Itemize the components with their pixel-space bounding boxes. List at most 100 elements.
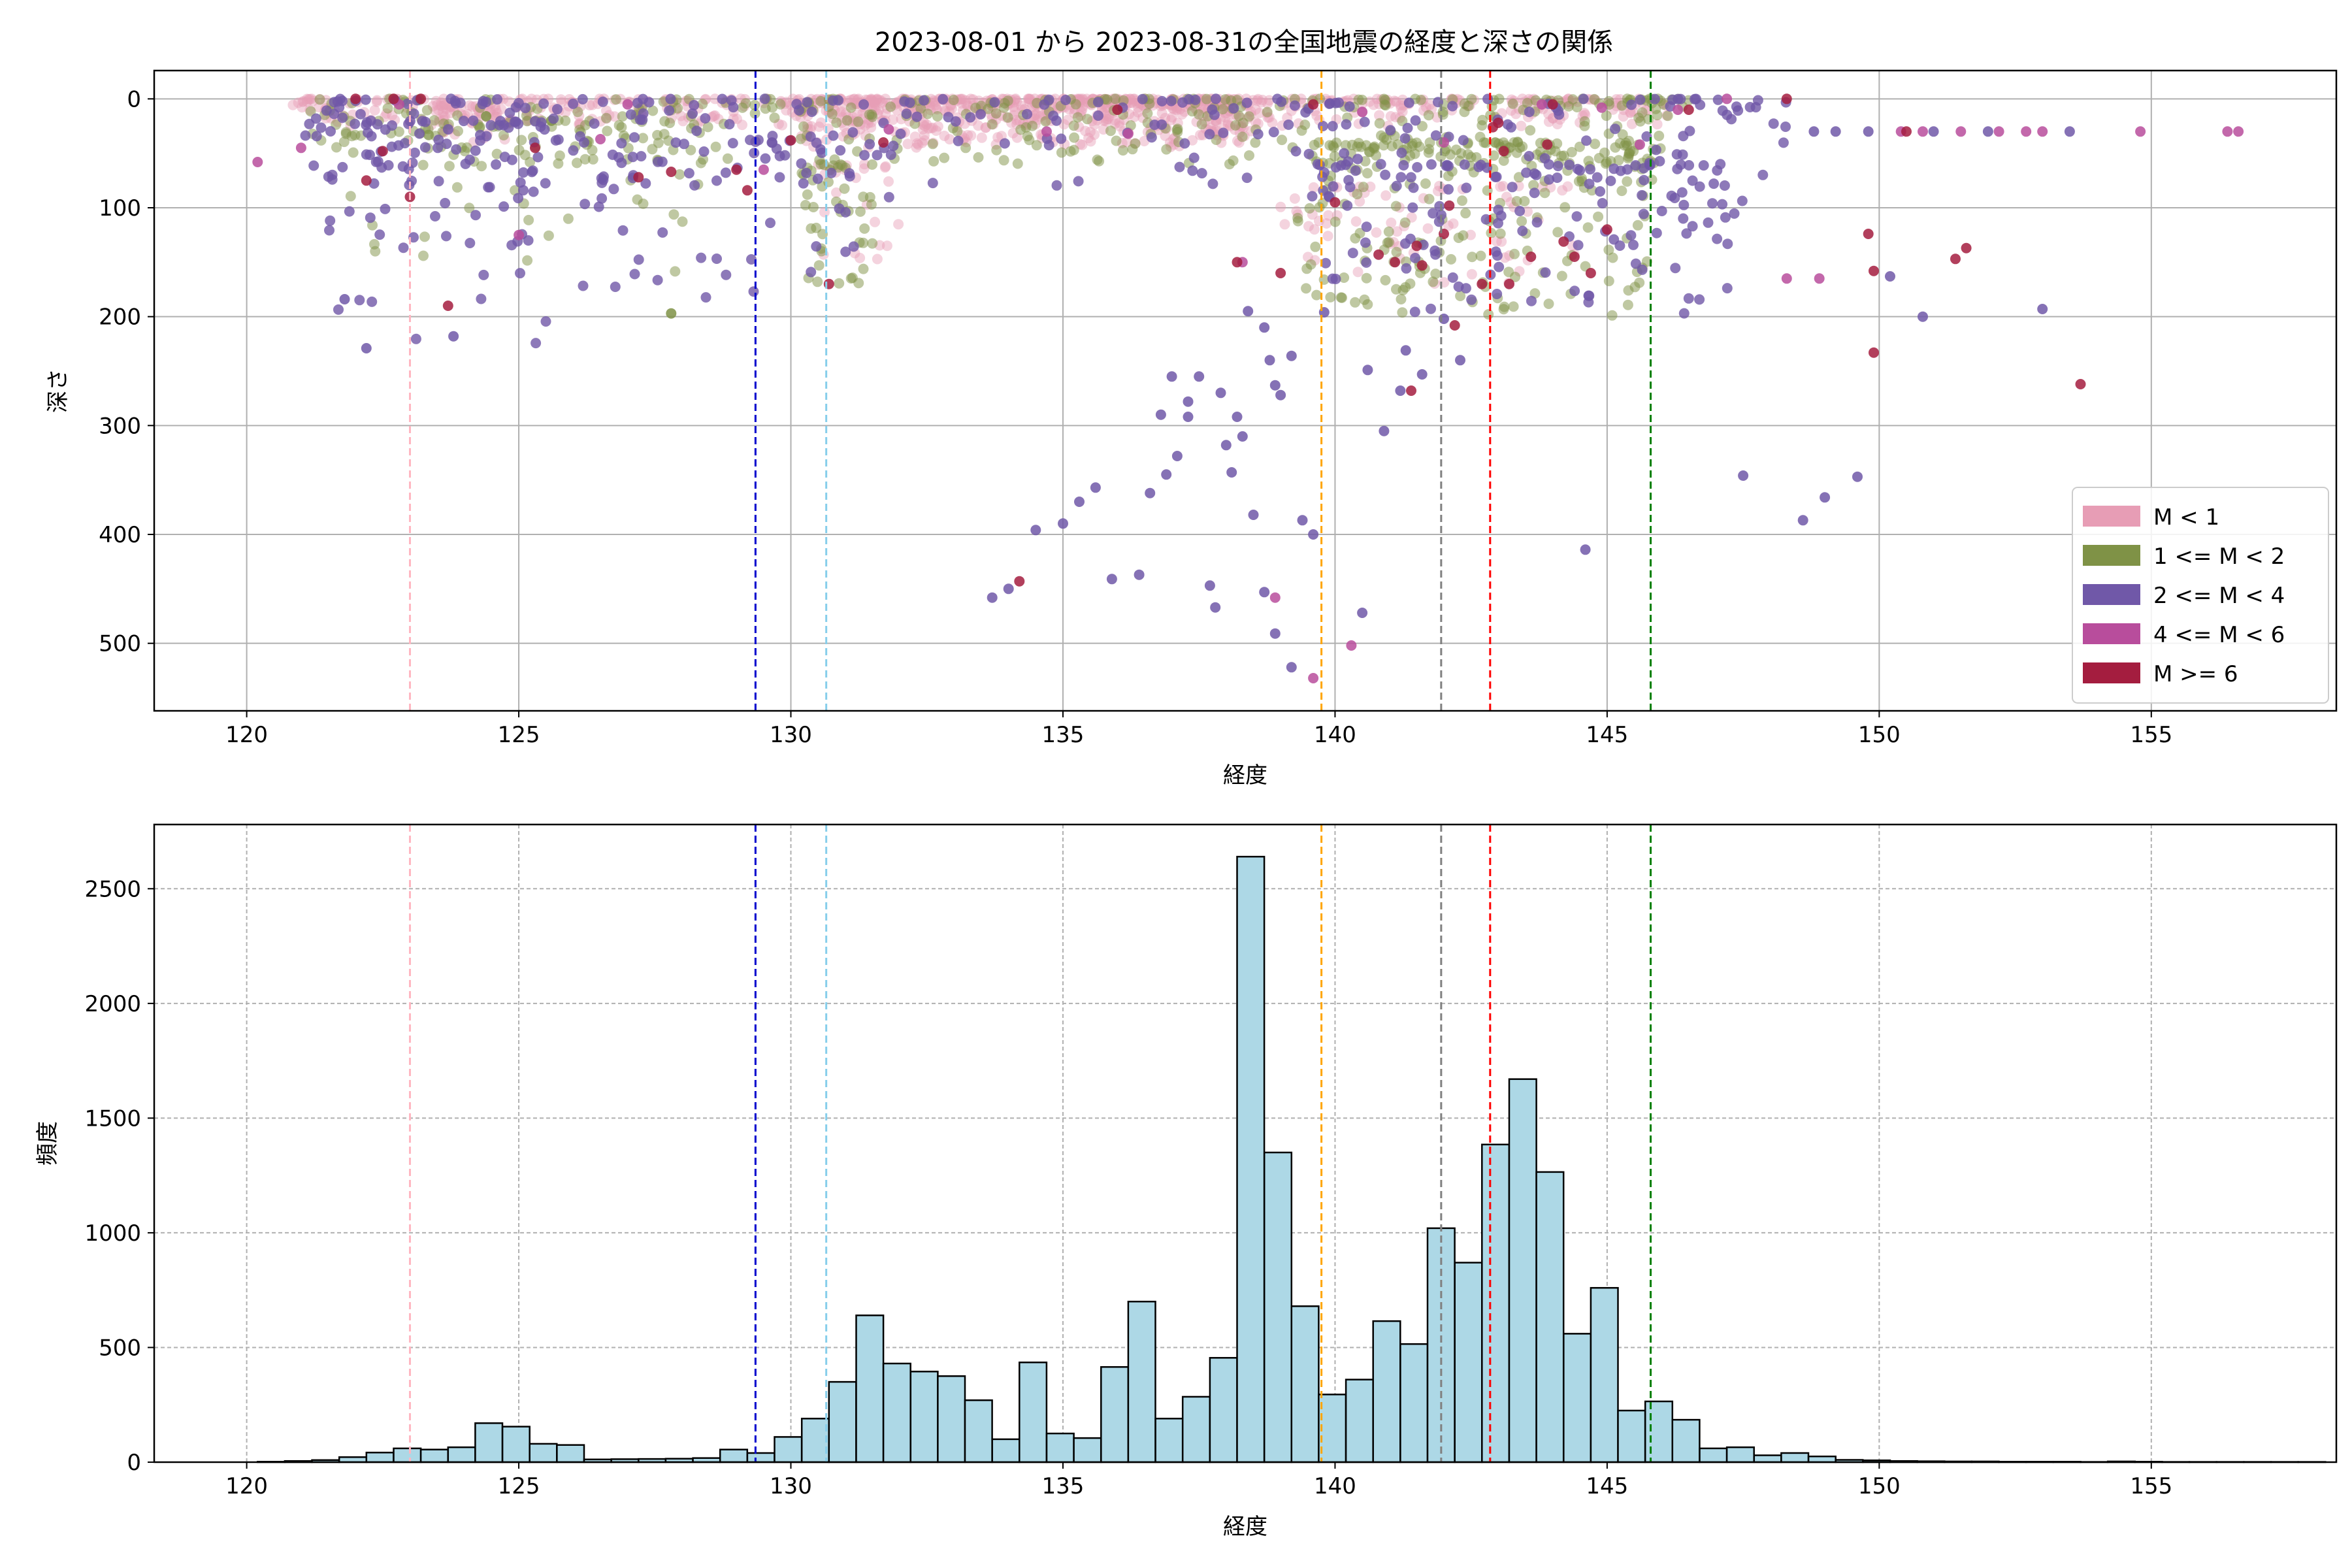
histogram-bar (1807, 1455, 1837, 1463)
scatter-point (467, 101, 478, 112)
scatter-point (398, 242, 409, 253)
scatter-point (1424, 193, 1435, 204)
scatter-point (1405, 233, 1416, 244)
scatter-point (1207, 178, 1218, 189)
scatter-point (1391, 284, 1401, 295)
scatter-point (1145, 487, 1156, 498)
scatter-point (749, 148, 760, 159)
scatter-point (1011, 95, 1022, 106)
scatter-point (491, 108, 502, 118)
scatter-point (973, 120, 984, 131)
scatter-point (1177, 109, 1188, 120)
scatter-point (498, 201, 510, 212)
scatter-point (798, 178, 809, 189)
scatter-point (1863, 229, 1874, 239)
scatter-point (864, 191, 875, 203)
scatter-point (1465, 152, 1477, 163)
scatter-point (1101, 110, 1111, 121)
scatter-point (666, 167, 677, 177)
legend-swatch (2083, 584, 2140, 605)
scatter-point (2233, 126, 2244, 137)
scatter-point (1522, 206, 1533, 217)
scatter-point (1297, 515, 1308, 526)
scatter-point (677, 216, 688, 227)
scatter-point (1194, 109, 1204, 120)
scatter-point (1426, 159, 1437, 170)
scatter-point (1678, 213, 1689, 224)
scatter-point (311, 131, 322, 142)
scatter-point (458, 116, 469, 127)
scatter-point (1331, 137, 1342, 148)
scatter-point (1552, 227, 1563, 238)
scatter-point (1525, 125, 1536, 136)
scatter-point (1111, 135, 1122, 146)
scatter-point (523, 214, 534, 225)
scatter-point (532, 152, 544, 163)
scatter-point (1060, 95, 1071, 105)
scatter-point (1201, 93, 1212, 105)
scatter-point (1507, 182, 1518, 193)
scatter-point (1603, 276, 1614, 287)
scatter-point (1330, 216, 1341, 227)
scatter-point (1712, 233, 1723, 244)
scatter-point (888, 140, 899, 152)
scatter-point (960, 95, 971, 106)
scatter-point (932, 111, 943, 122)
scatter-point (1166, 112, 1177, 123)
y-tick-label: 500 (99, 1335, 141, 1361)
scatter-point (1002, 95, 1013, 106)
scatter-point (919, 130, 930, 141)
y-tick-label: 200 (99, 304, 141, 331)
scatter-point (417, 159, 429, 171)
scatter-point (1264, 95, 1275, 106)
histogram-bar (365, 1452, 395, 1463)
scatter-plot: 120 125 130 135 140 145 150 155 0 100 200 300 400 500… (45, 69, 2338, 789)
scatter-point (595, 134, 606, 144)
scatter-point (363, 127, 373, 138)
scatter-point (1601, 224, 1612, 235)
scatter-point (609, 111, 620, 122)
x-tick-label: 145 (1586, 722, 1628, 748)
scatter-point (1074, 497, 1085, 507)
scatter-point (1420, 178, 1431, 189)
scatter-point (1362, 365, 1373, 376)
scatter-point (928, 155, 939, 167)
legend-label: M >= 6 (2153, 661, 2238, 687)
scatter-point (1507, 98, 1518, 109)
scatter-point (522, 255, 533, 266)
scatter-point (1003, 583, 1014, 595)
scatter-point (1286, 662, 1297, 673)
scatter-point (1204, 129, 1215, 140)
x-axis-label: 経度 (1223, 762, 1267, 789)
scatter-point (617, 111, 628, 122)
scatter-point (1447, 272, 1458, 283)
scatter-point (1321, 218, 1332, 229)
histogram-bar (937, 1375, 966, 1463)
scatter-point (1380, 169, 1391, 180)
histogram-bar (393, 1447, 422, 1463)
scatter-point (1654, 155, 1665, 167)
scatter-point (444, 161, 455, 172)
scatter-point (1708, 178, 1720, 189)
histogram-bar (1263, 1151, 1293, 1463)
scatter-point (720, 167, 731, 178)
scatter-point (1639, 163, 1649, 174)
scatter-point (885, 101, 896, 112)
scatter-point (418, 250, 429, 261)
histogram-bar (1019, 1362, 1048, 1463)
scatter-point (711, 253, 722, 264)
scatter-point (1410, 115, 1421, 126)
scatter-point (664, 105, 675, 116)
scatter-point (611, 94, 621, 105)
x-tick-label: 150 (1858, 1473, 1901, 1499)
scatter-point (1346, 640, 1357, 651)
scatter-point (1161, 469, 1172, 480)
scatter-point (848, 241, 859, 252)
scatter-point (879, 162, 890, 173)
scatter-point (691, 125, 702, 137)
scatter-point (812, 276, 823, 287)
scatter-point (1605, 175, 1616, 186)
scatter-point (325, 215, 336, 226)
scatter-point (1267, 118, 1278, 128)
scatter-point (968, 94, 979, 105)
